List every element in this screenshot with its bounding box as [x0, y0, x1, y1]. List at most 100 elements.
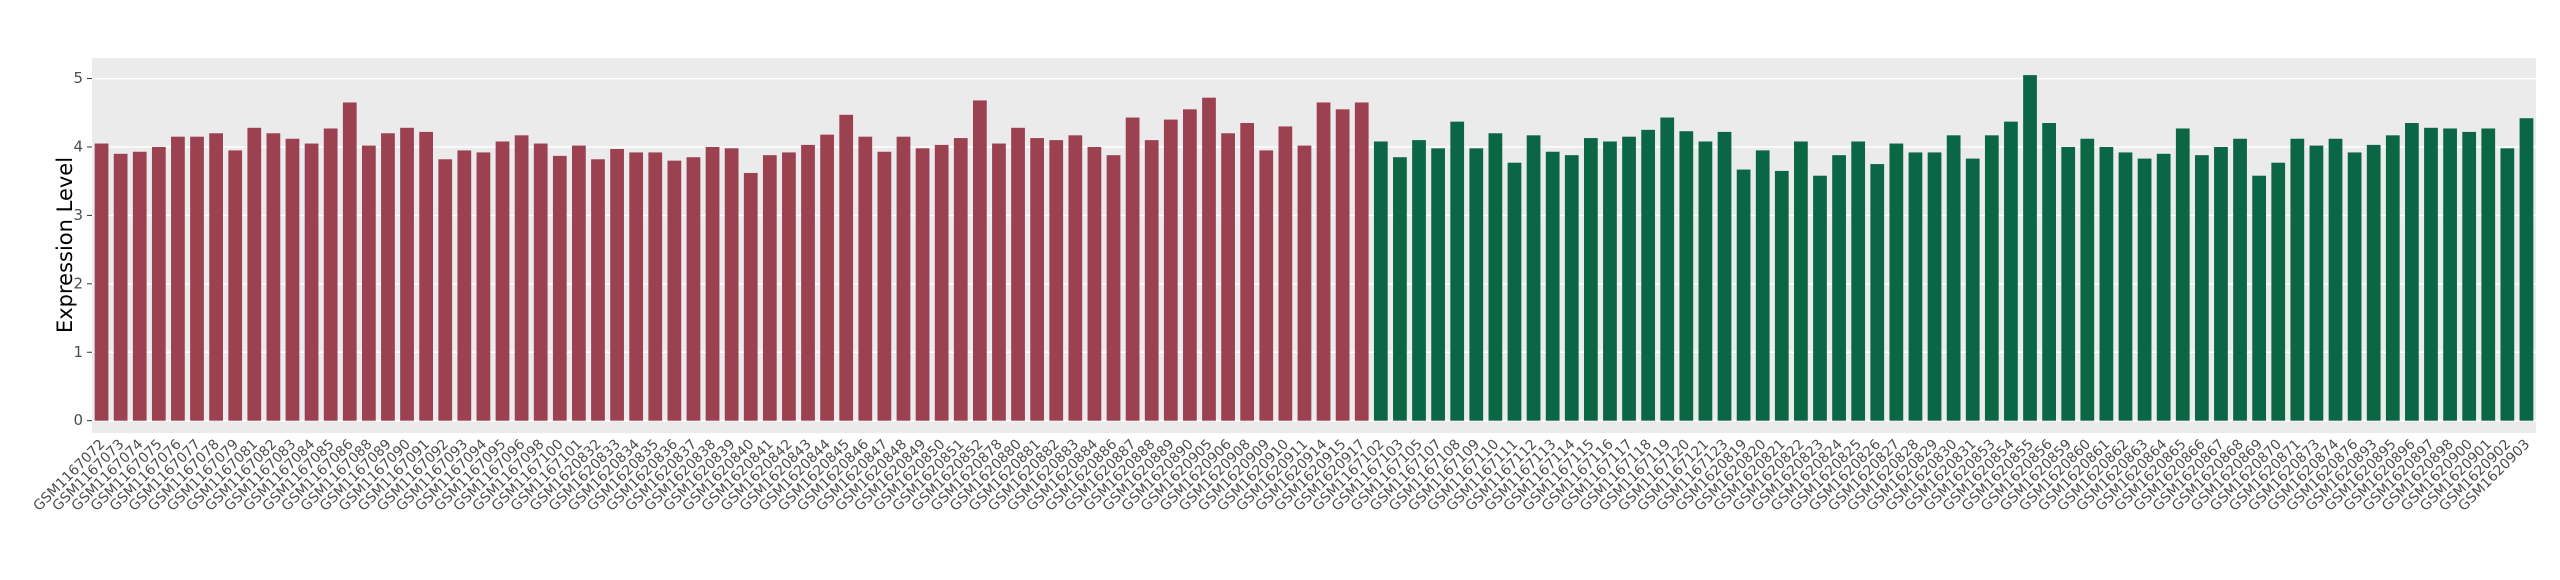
- bar: [1984, 135, 1999, 421]
- bar: [1965, 158, 1980, 421]
- bar: [1450, 121, 1465, 421]
- bar: [2137, 158, 2152, 421]
- bar: [1488, 133, 1503, 421]
- bar: [1240, 123, 1255, 421]
- bar: [1889, 143, 1904, 421]
- bar: [2042, 123, 2056, 421]
- bar: [1564, 155, 1579, 421]
- bar: [1794, 141, 1808, 421]
- bar: [400, 127, 414, 421]
- bar: [2156, 153, 2171, 421]
- bar: [2080, 138, 2095, 421]
- bar: [1144, 140, 1159, 421]
- bar: [877, 151, 892, 421]
- bar: [495, 141, 510, 421]
- bar: [1297, 145, 1312, 421]
- bar: [342, 102, 357, 421]
- bar: [438, 159, 453, 421]
- bar: [1431, 148, 1445, 421]
- bar: [705, 146, 720, 421]
- bar: [934, 144, 949, 421]
- bar: [1774, 170, 1789, 421]
- bar: [1030, 138, 1045, 421]
- bar: [1202, 97, 1216, 421]
- bar: [1927, 152, 1942, 421]
- bar: [1393, 157, 1407, 421]
- bar: [1851, 141, 1866, 421]
- y-tick-label: 0: [73, 411, 83, 429]
- y-tick-label: 2: [73, 274, 83, 292]
- bar: [1832, 155, 1846, 421]
- bar: [2118, 152, 2133, 421]
- bar: [743, 172, 758, 421]
- bar: [2252, 175, 2267, 421]
- bar: [2061, 146, 2076, 421]
- bar: [2099, 146, 2114, 421]
- bar: [629, 152, 644, 421]
- bar: [1583, 138, 1598, 421]
- bar: [171, 136, 185, 421]
- bar: [839, 114, 854, 421]
- bar: [686, 157, 701, 421]
- bar: [381, 133, 395, 421]
- bar: [1354, 102, 1369, 421]
- bar: [1125, 117, 1140, 421]
- bar: [1660, 117, 1675, 421]
- bar: [820, 134, 834, 421]
- bar: [1507, 162, 1522, 421]
- bar: [2405, 123, 2419, 421]
- bar: [2385, 135, 2400, 421]
- bar: [915, 148, 930, 421]
- bar: [2004, 121, 2018, 421]
- bar: [648, 152, 663, 421]
- bar: [1373, 141, 1388, 421]
- bar: [1526, 135, 1541, 421]
- bar: [2023, 75, 2037, 421]
- bar: [419, 131, 434, 421]
- bar: [667, 160, 682, 421]
- bar: [2443, 128, 2457, 421]
- bar: [2519, 118, 2534, 421]
- bar: [1221, 133, 1235, 421]
- bar: [1087, 146, 1102, 421]
- bar: [610, 149, 624, 421]
- bar: [285, 138, 300, 421]
- bar: [591, 159, 605, 421]
- bar: [2500, 148, 2515, 421]
- bar: [953, 138, 968, 421]
- bar: [2175, 128, 2190, 421]
- bar: [2309, 145, 2324, 421]
- bar: [1412, 140, 1426, 421]
- bar: [1736, 169, 1751, 421]
- bar: [992, 143, 1006, 421]
- bar: [1603, 141, 1617, 421]
- bar: [1259, 150, 1274, 421]
- bar: [2194, 155, 2209, 421]
- bar: [132, 151, 147, 421]
- bar: [304, 143, 319, 421]
- y-tick-label: 5: [73, 69, 83, 87]
- bar: [724, 148, 739, 421]
- bar: [801, 144, 815, 421]
- bar: [476, 152, 491, 421]
- bar: [151, 146, 166, 421]
- bar: [247, 127, 262, 421]
- bar: [1870, 164, 1885, 421]
- bar: [1641, 129, 1656, 421]
- bar: [1469, 148, 1484, 421]
- bar: [1622, 136, 1636, 421]
- bar: [1011, 127, 1025, 421]
- bar: [1545, 151, 1560, 421]
- bar: [1908, 152, 1923, 421]
- bar: [2347, 152, 2362, 421]
- bar: [858, 136, 873, 421]
- bar: [782, 152, 796, 421]
- bar: [1183, 109, 1197, 421]
- bar: [113, 153, 128, 421]
- bar: [762, 155, 777, 421]
- bar: [1068, 135, 1083, 421]
- bar: [1755, 150, 1770, 421]
- bar: [1278, 126, 1293, 421]
- bar: [266, 133, 281, 421]
